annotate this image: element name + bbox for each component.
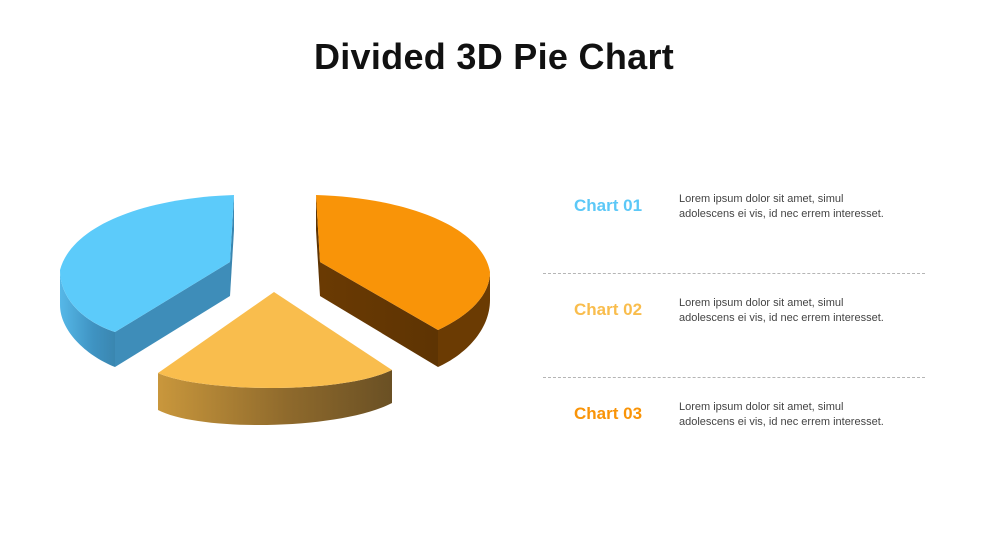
pie-slice-chart-01 [60,195,234,367]
slice-03-top [316,195,490,330]
pie-slice-chart-03 [316,195,490,367]
pie-slice-chart-02 [158,292,392,426]
legend-label-chart-02: Chart 02 [574,300,643,319]
slice-01-side-inner [115,262,230,367]
legend-item-chart-02: Chart 02 Lorem ipsum dolor sit amet, sim… [543,274,925,377]
slice-01-side-edge [230,195,234,296]
slice-01-top [60,195,234,332]
slice-01-side-outer [60,270,115,367]
legend-divider [543,273,925,274]
legend-description-chart-03: Lorem ipsum dolor sit amet, simul adoles… [679,400,919,430]
legend-description-line: Lorem ipsum dolor sit amet, simul [679,193,844,205]
legend-item-chart-01: Chart 01 Lorem ipsum dolor sit amet, sim… [543,170,925,273]
slice-03-side-inner [320,262,438,367]
page-title: Divided 3D Pie Chart [313,36,675,77]
legend-description-line: adolescens ei vis, id nec errem interess… [679,312,884,324]
slice-02-top [158,292,392,388]
legend-description-line: Lorem ipsum dolor sit amet, simul [679,297,844,309]
legend-label-chart-03: Chart 03 [574,404,643,423]
legend-description-chart-01: Lorem ipsum dolor sit amet, simul adoles… [679,192,919,222]
legend-description-chart-02: Lorem ipsum dolor sit amet, simul adoles… [679,296,919,326]
legend-description-line: Lorem ipsum dolor sit amet, simul [679,401,844,413]
legend-description-line: adolescens ei vis, id nec errem interess… [679,416,884,428]
legend-item-chart-03: Chart 03 Lorem ipsum dolor sit amet, sim… [543,378,925,481]
slice-03-side-left [316,195,320,296]
legend-label-chart-01: Chart 01 [574,196,643,215]
legend: Chart 01 Lorem ipsum dolor sit amet, sim… [543,170,925,481]
slice-02-side [158,370,392,426]
legend-description-line: adolescens ei vis, id nec errem interess… [679,208,884,220]
legend-divider [543,377,925,378]
slice-03-side-outer [438,272,490,367]
